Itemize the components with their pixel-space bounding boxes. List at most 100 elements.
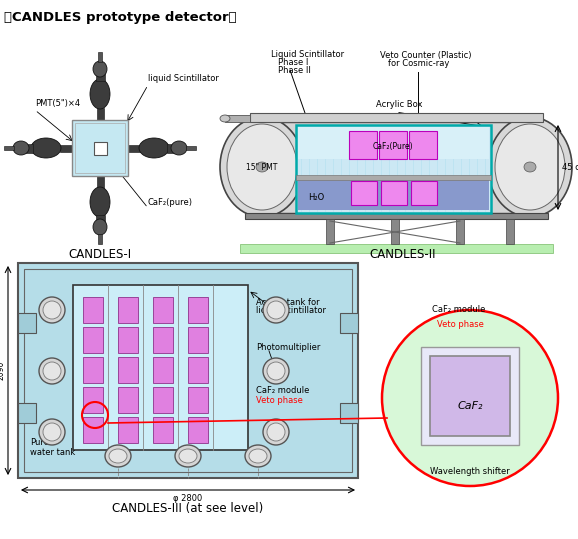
Bar [118, 297, 138, 323]
Text: 2090: 2090 [0, 360, 6, 379]
Bar [409, 131, 437, 159]
Bar [75, 123, 125, 173]
Text: liquid scintillator: liquid scintillator [256, 306, 326, 315]
Ellipse shape [220, 117, 304, 217]
Bar [153, 387, 173, 413]
Bar [94, 142, 107, 155]
Bar [153, 417, 173, 443]
Text: Veto Counter (Plastic): Veto Counter (Plastic) [380, 51, 472, 60]
Text: CANDLES-I: CANDLES-I [68, 248, 132, 261]
Text: CANDLES-II: CANDLES-II [370, 248, 436, 261]
Ellipse shape [93, 61, 107, 77]
Ellipse shape [175, 445, 201, 467]
Ellipse shape [245, 445, 271, 467]
Text: Veto phase: Veto phase [436, 320, 483, 329]
Bar [296, 125, 491, 213]
Bar [72, 120, 128, 176]
Bar [298, 127, 489, 159]
Ellipse shape [267, 423, 285, 441]
Text: CaF₂(Pure): CaF₂(Pure) [373, 142, 413, 151]
Ellipse shape [524, 162, 536, 172]
Bar [186, 146, 196, 150]
Text: Acrylic Box: Acrylic Box [376, 100, 423, 109]
Bar [118, 387, 138, 413]
Ellipse shape [39, 358, 65, 384]
Text: Veto phase: Veto phase [256, 396, 303, 405]
Text: φ 2800: φ 2800 [173, 494, 203, 503]
Bar [83, 327, 103, 353]
Text: CaF₂ module: CaF₂ module [256, 386, 309, 395]
Ellipse shape [267, 362, 285, 380]
Text: Wavelength shifter: Wavelength shifter [430, 467, 510, 476]
Ellipse shape [90, 187, 110, 217]
Text: PMT(5")×4: PMT(5")×4 [35, 99, 80, 108]
Bar [240, 244, 553, 253]
Bar [18, 313, 36, 333]
Ellipse shape [256, 162, 268, 172]
Bar [83, 387, 103, 413]
Ellipse shape [263, 297, 289, 323]
Bar [73, 285, 248, 450]
Text: CaF₂ module: CaF₂ module [432, 305, 486, 314]
Bar [25, 143, 33, 153]
Text: CANDLES-III (at see level): CANDLES-III (at see level) [112, 502, 264, 515]
Bar [349, 131, 377, 159]
Ellipse shape [227, 124, 297, 210]
Ellipse shape [39, 419, 65, 445]
Bar [83, 417, 103, 443]
Ellipse shape [171, 141, 187, 155]
Bar [506, 219, 514, 244]
Bar [188, 387, 208, 413]
Ellipse shape [105, 445, 131, 467]
Bar [118, 417, 138, 443]
Bar [95, 73, 105, 81]
Bar [340, 313, 358, 333]
Bar [296, 175, 491, 180]
Bar [97, 176, 103, 188]
Bar [250, 122, 543, 213]
Text: Acrylic tank for: Acrylic tank for [256, 298, 320, 307]
Ellipse shape [495, 124, 565, 210]
Bar [391, 219, 399, 244]
Bar [340, 403, 358, 423]
Bar [188, 297, 208, 323]
Text: 45 cm: 45 cm [562, 163, 578, 172]
Bar [83, 357, 103, 383]
Bar [298, 180, 489, 210]
Bar [188, 327, 208, 353]
Bar [118, 327, 138, 353]
Bar [97, 108, 103, 120]
Bar [24, 269, 352, 472]
Bar [98, 234, 102, 244]
Bar [225, 115, 250, 122]
Ellipse shape [31, 138, 61, 158]
Text: CaF₂: CaF₂ [457, 401, 483, 411]
Text: Photomultiplier: Photomultiplier [256, 343, 320, 352]
Bar [379, 131, 407, 159]
Ellipse shape [263, 358, 289, 384]
Bar [250, 113, 543, 122]
Bar [430, 356, 510, 436]
Ellipse shape [179, 449, 197, 463]
Ellipse shape [90, 79, 110, 109]
Ellipse shape [13, 141, 29, 155]
Bar [456, 219, 464, 244]
Text: liquid Scintillator: liquid Scintillator [148, 74, 219, 83]
Bar [188, 417, 208, 443]
Ellipse shape [139, 138, 169, 158]
Bar [128, 144, 140, 151]
Ellipse shape [43, 423, 61, 441]
Ellipse shape [43, 362, 61, 380]
Bar [421, 347, 519, 445]
Ellipse shape [249, 449, 267, 463]
Bar [167, 143, 175, 153]
Bar [411, 181, 437, 205]
Bar [188, 357, 208, 383]
Text: CaF₂(pure): CaF₂(pure) [148, 198, 193, 207]
Text: Pure
water tank: Pure water tank [30, 438, 75, 458]
Ellipse shape [267, 301, 285, 319]
Text: Phase II: Phase II [278, 66, 311, 75]
Circle shape [382, 310, 558, 486]
Bar [351, 181, 377, 205]
Text: H₂O: H₂O [308, 192, 324, 202]
